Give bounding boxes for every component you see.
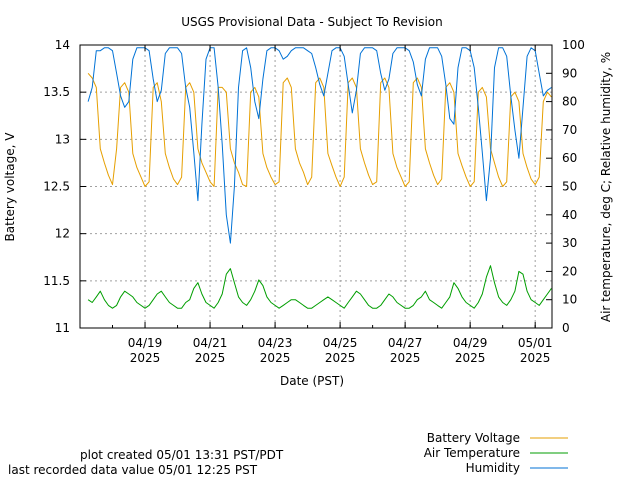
y-right-tick-label: 60 xyxy=(562,151,577,165)
legend-label: Battery Voltage xyxy=(427,431,520,445)
legend-label: Air Temperature xyxy=(424,446,520,460)
x-tick-label-year: 2025 xyxy=(260,351,291,365)
x-tick-label-year: 2025 xyxy=(195,351,226,365)
y-right-tick-label: 10 xyxy=(562,293,577,307)
y-left-tick-label: 14 xyxy=(55,38,70,52)
series-line-humidity xyxy=(87,47,552,244)
legend-label: Humidity xyxy=(466,461,520,475)
y-right-tick-label: 80 xyxy=(562,95,577,109)
x-tick-label: 05/01 xyxy=(518,336,553,350)
y-axis-label-right: Air temperature, deg C; Relative humidit… xyxy=(599,52,613,322)
axis-ticks: 11 11.5 12 12.5 13 13.5 14 0 10 20 30 40 50 60 70 80 90 1… xyxy=(43,38,585,365)
y-right-tick-label: 0 xyxy=(562,321,570,335)
y-left-tick-label: 12 xyxy=(55,227,70,241)
y-left-tick-label: 13.5 xyxy=(43,85,70,99)
x-tick-label: 04/23 xyxy=(258,336,293,350)
x-tick-label: 04/19 xyxy=(128,336,163,350)
x-tick-label: 04/27 xyxy=(388,336,423,350)
y-right-tick-label: 100 xyxy=(562,38,585,52)
x-tick-label-year: 2025 xyxy=(390,351,421,365)
x-axis-label: Date (PST) xyxy=(280,374,344,388)
x-tick-label-year: 2025 xyxy=(325,351,356,365)
y-right-tick-label: 90 xyxy=(562,66,577,80)
series-layer xyxy=(87,47,552,309)
y-left-tick-label: 11.5 xyxy=(43,274,70,288)
y-left-tick-label: 13 xyxy=(55,132,70,146)
y-right-tick-label: 40 xyxy=(562,208,577,222)
x-tick-label: 04/21 xyxy=(193,336,228,350)
x-tick-label-year: 2025 xyxy=(520,351,551,365)
grid xyxy=(80,45,552,328)
y-right-tick-label: 70 xyxy=(562,123,577,137)
y-left-tick-label: 12.5 xyxy=(43,180,70,194)
last-recorded-note: last recorded data value 05/01 12:25 PST xyxy=(8,463,258,477)
series-line-air-temperature xyxy=(87,265,552,309)
x-tick-label: 04/29 xyxy=(453,336,488,350)
y-axis-label-left: Battery voltage, V xyxy=(3,132,17,242)
series-line-battery-voltage xyxy=(87,72,552,187)
x-tick-label-year: 2025 xyxy=(455,351,486,365)
x-tick-label-year: 2025 xyxy=(130,351,161,365)
plot-created-note: plot created 05/01 13:31 PST/PDT xyxy=(80,448,284,462)
y-right-tick-label: 30 xyxy=(562,236,577,250)
chart-title: USGS Provisional Data - Subject To Revis… xyxy=(181,15,443,29)
y-right-tick-label: 20 xyxy=(562,264,577,278)
y-right-tick-label: 50 xyxy=(562,180,577,194)
x-tick-label: 04/25 xyxy=(323,336,358,350)
y-left-tick-label: 11 xyxy=(55,321,70,335)
